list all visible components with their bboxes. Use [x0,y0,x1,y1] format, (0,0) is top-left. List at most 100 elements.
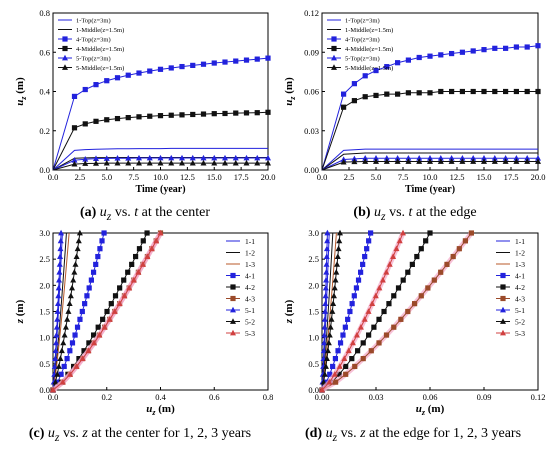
data-point [416,54,422,61]
data-point [82,160,89,166]
data-point [86,285,92,291]
data-point [69,340,76,346]
legend-label: 4-Top(z=3m) [345,37,380,44]
data-point [357,324,364,330]
data-point [157,229,164,236]
x-tick-label: 10.0 [423,172,438,182]
data-point [362,158,369,164]
x-tick-label: 0.03 [369,392,384,402]
data-point [99,238,105,244]
x-tick-label: 7.5 [128,172,139,182]
data-point [323,269,330,275]
data-point [400,229,406,236]
data-point [125,159,132,166]
data-point [326,331,333,338]
data-point [243,57,250,63]
x-tick-label: 0.8 [263,392,274,402]
data-point [459,88,465,95]
data-point [438,88,444,95]
data-point [438,269,444,275]
data-point [405,158,412,164]
data-point [91,332,97,338]
series-1-2 [321,232,334,391]
data-point [355,277,362,283]
data-point [349,339,356,346]
data-point [481,88,487,95]
data-point [503,88,509,95]
series-1-Top(z=3m) [321,148,538,171]
legend-label: 1-3 [245,260,255,269]
data-point [349,301,355,307]
data-point [390,253,397,259]
x-tick-label: 2.5 [344,172,355,182]
data-point [254,56,260,62]
data-point [459,155,466,161]
data-point [360,356,366,362]
data-point [524,155,531,161]
data-point [70,276,77,283]
data-point [450,253,456,260]
x-tick-label: 7.5 [398,172,409,182]
data-point [481,158,487,164]
data-point [333,269,340,275]
y-tick-label: 1.5 [39,307,50,317]
data-point [351,158,358,165]
data-point [93,160,99,166]
data-point [393,245,400,252]
data-point [130,276,137,283]
data-point [492,88,498,95]
data-point [75,237,82,244]
chart-panel-3: 0.00 0.03 0.06 0.09 0.12 0.0 0.5 1.0 1.5 2.0 2.5 3.… [283,228,545,417]
legend-marker [62,45,68,52]
y-axis-label: z (m) [14,299,26,324]
data-point [360,340,366,346]
legend-marker [500,295,506,302]
data-point [427,90,433,96]
data-point [337,340,344,346]
data-point [394,155,401,161]
data-point [373,67,379,74]
series-line [52,157,268,171]
data-point [254,110,260,116]
data-point [331,371,338,377]
series-5-3 [319,229,406,393]
data-point [371,324,377,330]
data-point [148,245,155,252]
data-point [361,316,368,322]
y-axis-label: z (m) [283,299,295,324]
data-point [66,300,73,307]
data-point [376,284,383,291]
x-tick-label: 0.09 [477,392,492,402]
data-point [324,237,331,244]
data-point [386,261,393,267]
data-point [535,158,541,164]
caption-c: (c) uz vs. z at the center for 1, 2, 3 y… [28,426,252,444]
data-point [319,386,325,393]
x-tick-label: 20.0 [261,172,276,182]
data-point [56,276,63,283]
data-point [190,62,196,68]
data-point [54,300,61,307]
data-point [179,63,185,70]
data-point [481,47,487,53]
data-point [362,94,368,100]
data-point [373,155,379,161]
data-point [58,347,65,354]
data-point [360,261,366,267]
data-point [93,118,99,124]
legend-label: 5-1 [515,306,525,315]
data-point [55,284,62,291]
y-tick-label: 0.4 [39,87,50,97]
data-point [362,155,369,161]
data-point [51,363,58,369]
data-point [358,269,364,275]
data-point [368,230,374,236]
data-point [54,371,61,377]
data-point [56,261,63,267]
plot-frame [52,232,269,391]
data-point [58,229,65,236]
data-point [334,261,341,267]
data-point [103,159,110,166]
data-point [324,347,331,354]
data-point [335,348,341,354]
